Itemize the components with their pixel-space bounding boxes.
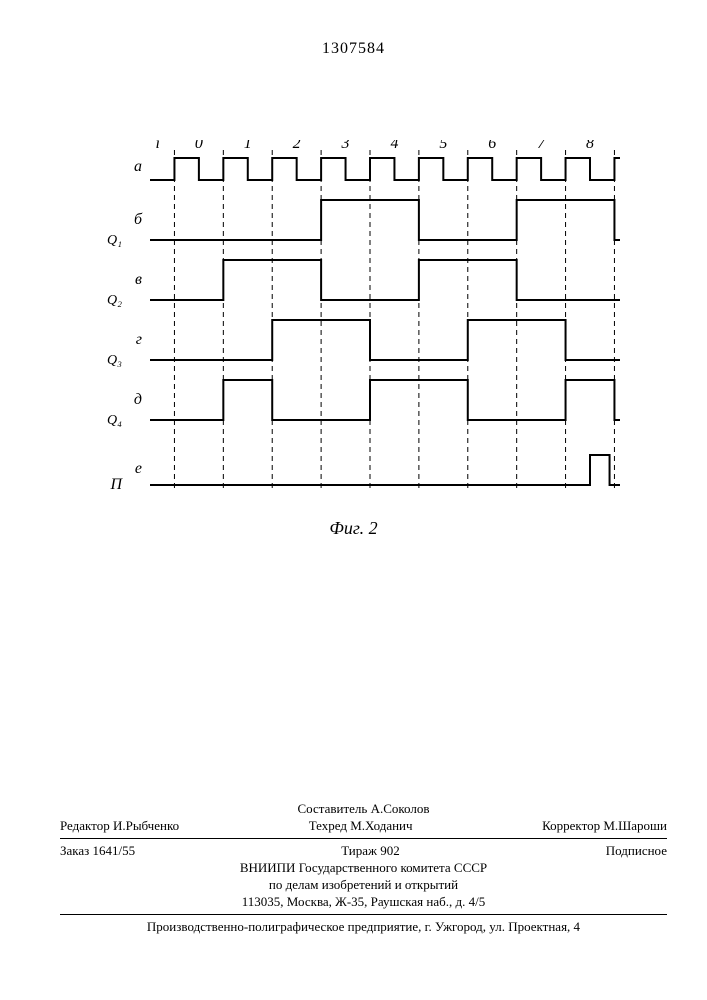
subscription: Подписное [606, 843, 667, 859]
svg-text:П: П [109, 476, 123, 493]
corrector-label: Корректор [542, 818, 600, 833]
printer-line: Производственно-полиграфическое предприя… [60, 919, 667, 935]
rule-2 [60, 914, 667, 915]
svg-text:0: 0 [195, 140, 203, 152]
svg-text:Q₂: Q₂ [107, 293, 122, 308]
address-line: 113035, Москва, Ж-35, Раушская наб., д. … [60, 894, 667, 910]
svg-text:г: г [136, 331, 142, 348]
svg-text:5: 5 [439, 140, 447, 152]
editor-name: И.Рыбченко [113, 818, 179, 833]
svg-text:Q₄: Q₄ [107, 413, 122, 428]
svg-text:3: 3 [341, 140, 350, 152]
rule-1 [60, 838, 667, 839]
compiler-line: Составитель А.Соколов [60, 801, 667, 817]
techred-name: М.Ходанич [350, 818, 412, 833]
print-info-line: Заказ 1641/55 Тираж 902 Подписное [60, 843, 667, 859]
svg-text:д: д [134, 391, 142, 408]
timing-diagram: 0 1 2 3 4 5 6 7 8 i а б Q₁ в Q₂ г Q₃ д Q₄ еП [100, 140, 620, 510]
svg-text:7: 7 [537, 140, 546, 152]
credits-line: Редактор И.Рыбченко Техред М.Ходанич Кор… [60, 818, 667, 834]
org-line-2: по делам изобретений и открытий [60, 877, 667, 893]
svg-text:а: а [134, 158, 142, 175]
svg-text:i: i [156, 140, 160, 152]
svg-text:4: 4 [390, 140, 398, 152]
print-run: Тираж 902 [341, 843, 400, 859]
editor-label: Редактор [60, 818, 110, 833]
page: 1307584 0 1 2 3 4 5 6 7 8 i а б Q₁ в Q₂ г Q₃ д Q₄ еП Фиг. 2… [0, 0, 707, 1000]
techred-block: Техред М.Ходанич [309, 818, 413, 834]
techred-label: Техред [309, 818, 347, 833]
svg-text:Q₁: Q₁ [107, 233, 122, 248]
svg-text:6: 6 [488, 140, 496, 152]
document-number: 1307584 [0, 40, 707, 58]
org-line-1: ВНИИПИ Государственного комитета СССР [60, 860, 667, 876]
imprint-footer: Составитель А.Соколов Редактор И.Рыбченк… [60, 800, 667, 936]
svg-text:е: е [135, 460, 142, 477]
corrector-block: Корректор М.Шароши [542, 818, 667, 834]
svg-text:8: 8 [586, 140, 594, 152]
svg-text:Q₃: Q₃ [107, 353, 122, 368]
svg-text:б: б [134, 211, 143, 228]
svg-text:1: 1 [244, 140, 252, 152]
figure-caption: Фиг. 2 [0, 518, 707, 539]
svg-text:в: в [135, 271, 142, 288]
corrector-name: М.Шароши [603, 818, 667, 833]
svg-text:2: 2 [293, 140, 301, 152]
editor-block: Редактор И.Рыбченко [60, 818, 179, 834]
order-number: Заказ 1641/55 [60, 843, 135, 859]
